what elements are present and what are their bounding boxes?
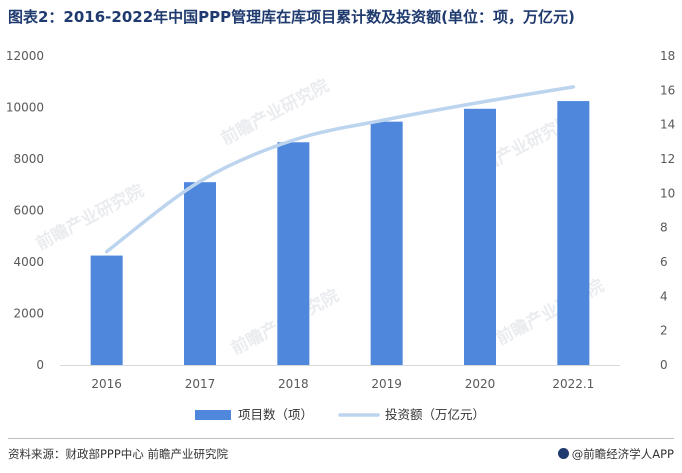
line-series [104,85,576,254]
investment-line [104,85,576,254]
source-note: 资料来源：财政部PPP中心 前瞻产业研究院 [8,447,228,461]
brand-label: @前瞻经济学人APP [571,447,674,461]
y-axis-left: 0 2000 4000 6000 8000 10000 12000 [6,49,44,372]
legend: 项目数（项） 投资额（万亿元） [195,407,485,422]
bar-2017 [184,182,216,365]
y-left-tick-label: 0 [36,358,44,372]
y-right-tick-label: 16 [660,83,675,97]
y-right-tick-label: 14 [660,118,675,132]
chart-title: 图表2：2016-2022年中国PPP管理库在库项目累计数及投资额(单位：项，万… [8,8,575,26]
y-right-tick-label: 6 [660,255,668,269]
bar-2019 [370,121,403,365]
watermark-text: 前瞻产业研究院 [32,180,147,254]
y-right-tick-label: 0 [660,358,668,372]
x-tick-label: 2022.1 [552,377,594,391]
y-right-tick-label: 10 [660,186,675,200]
y-right-tick-label: 18 [660,49,675,63]
y-left-tick-label: 6000 [13,204,44,218]
footer-divider [8,438,674,439]
y-left-tick-label: 10000 [6,101,44,115]
y-axis-right: 0 2 4 6 8 10 12 14 16 18 [660,49,675,372]
legend-bar-swatch [195,410,231,420]
bar-2020 [464,108,496,365]
bar-2022.1 [557,101,590,365]
y-left-tick-label: 2000 [13,307,44,321]
y-right-tick-label: 4 [660,289,668,303]
x-tick-label: 2020 [465,377,496,391]
watermark-text: 前瞻产业研究院 [217,75,332,149]
legend-bar-label: 项目数（项） [238,407,313,422]
bar-2016 [90,255,123,365]
watermark-text: 前瞻产业研究院 [492,275,607,349]
x-tick-label: 2019 [371,377,402,391]
x-tick-label: 2016 [91,377,122,391]
y-left-tick-label: 8000 [13,152,44,166]
y-right-tick-label: 8 [660,221,668,235]
y-left-tick-label: 4000 [13,255,44,269]
y-left-tick-label: 12000 [6,49,44,63]
y-right-tick-label: 2 [660,324,668,338]
bar-series [90,101,590,365]
y-right-tick-label: 12 [660,152,675,166]
brand-credit: @前瞻经济学人APP [557,446,674,462]
x-axis: 2016 2017 2018 2019 2020 2022.1 [91,377,594,391]
x-tick-label: 2017 [185,377,216,391]
legend-line-label: 投资额（万亿元） [385,407,485,422]
brand-logo-icon [557,448,569,459]
bar-2018 [277,142,310,365]
x-tick-label: 2018 [278,377,309,391]
